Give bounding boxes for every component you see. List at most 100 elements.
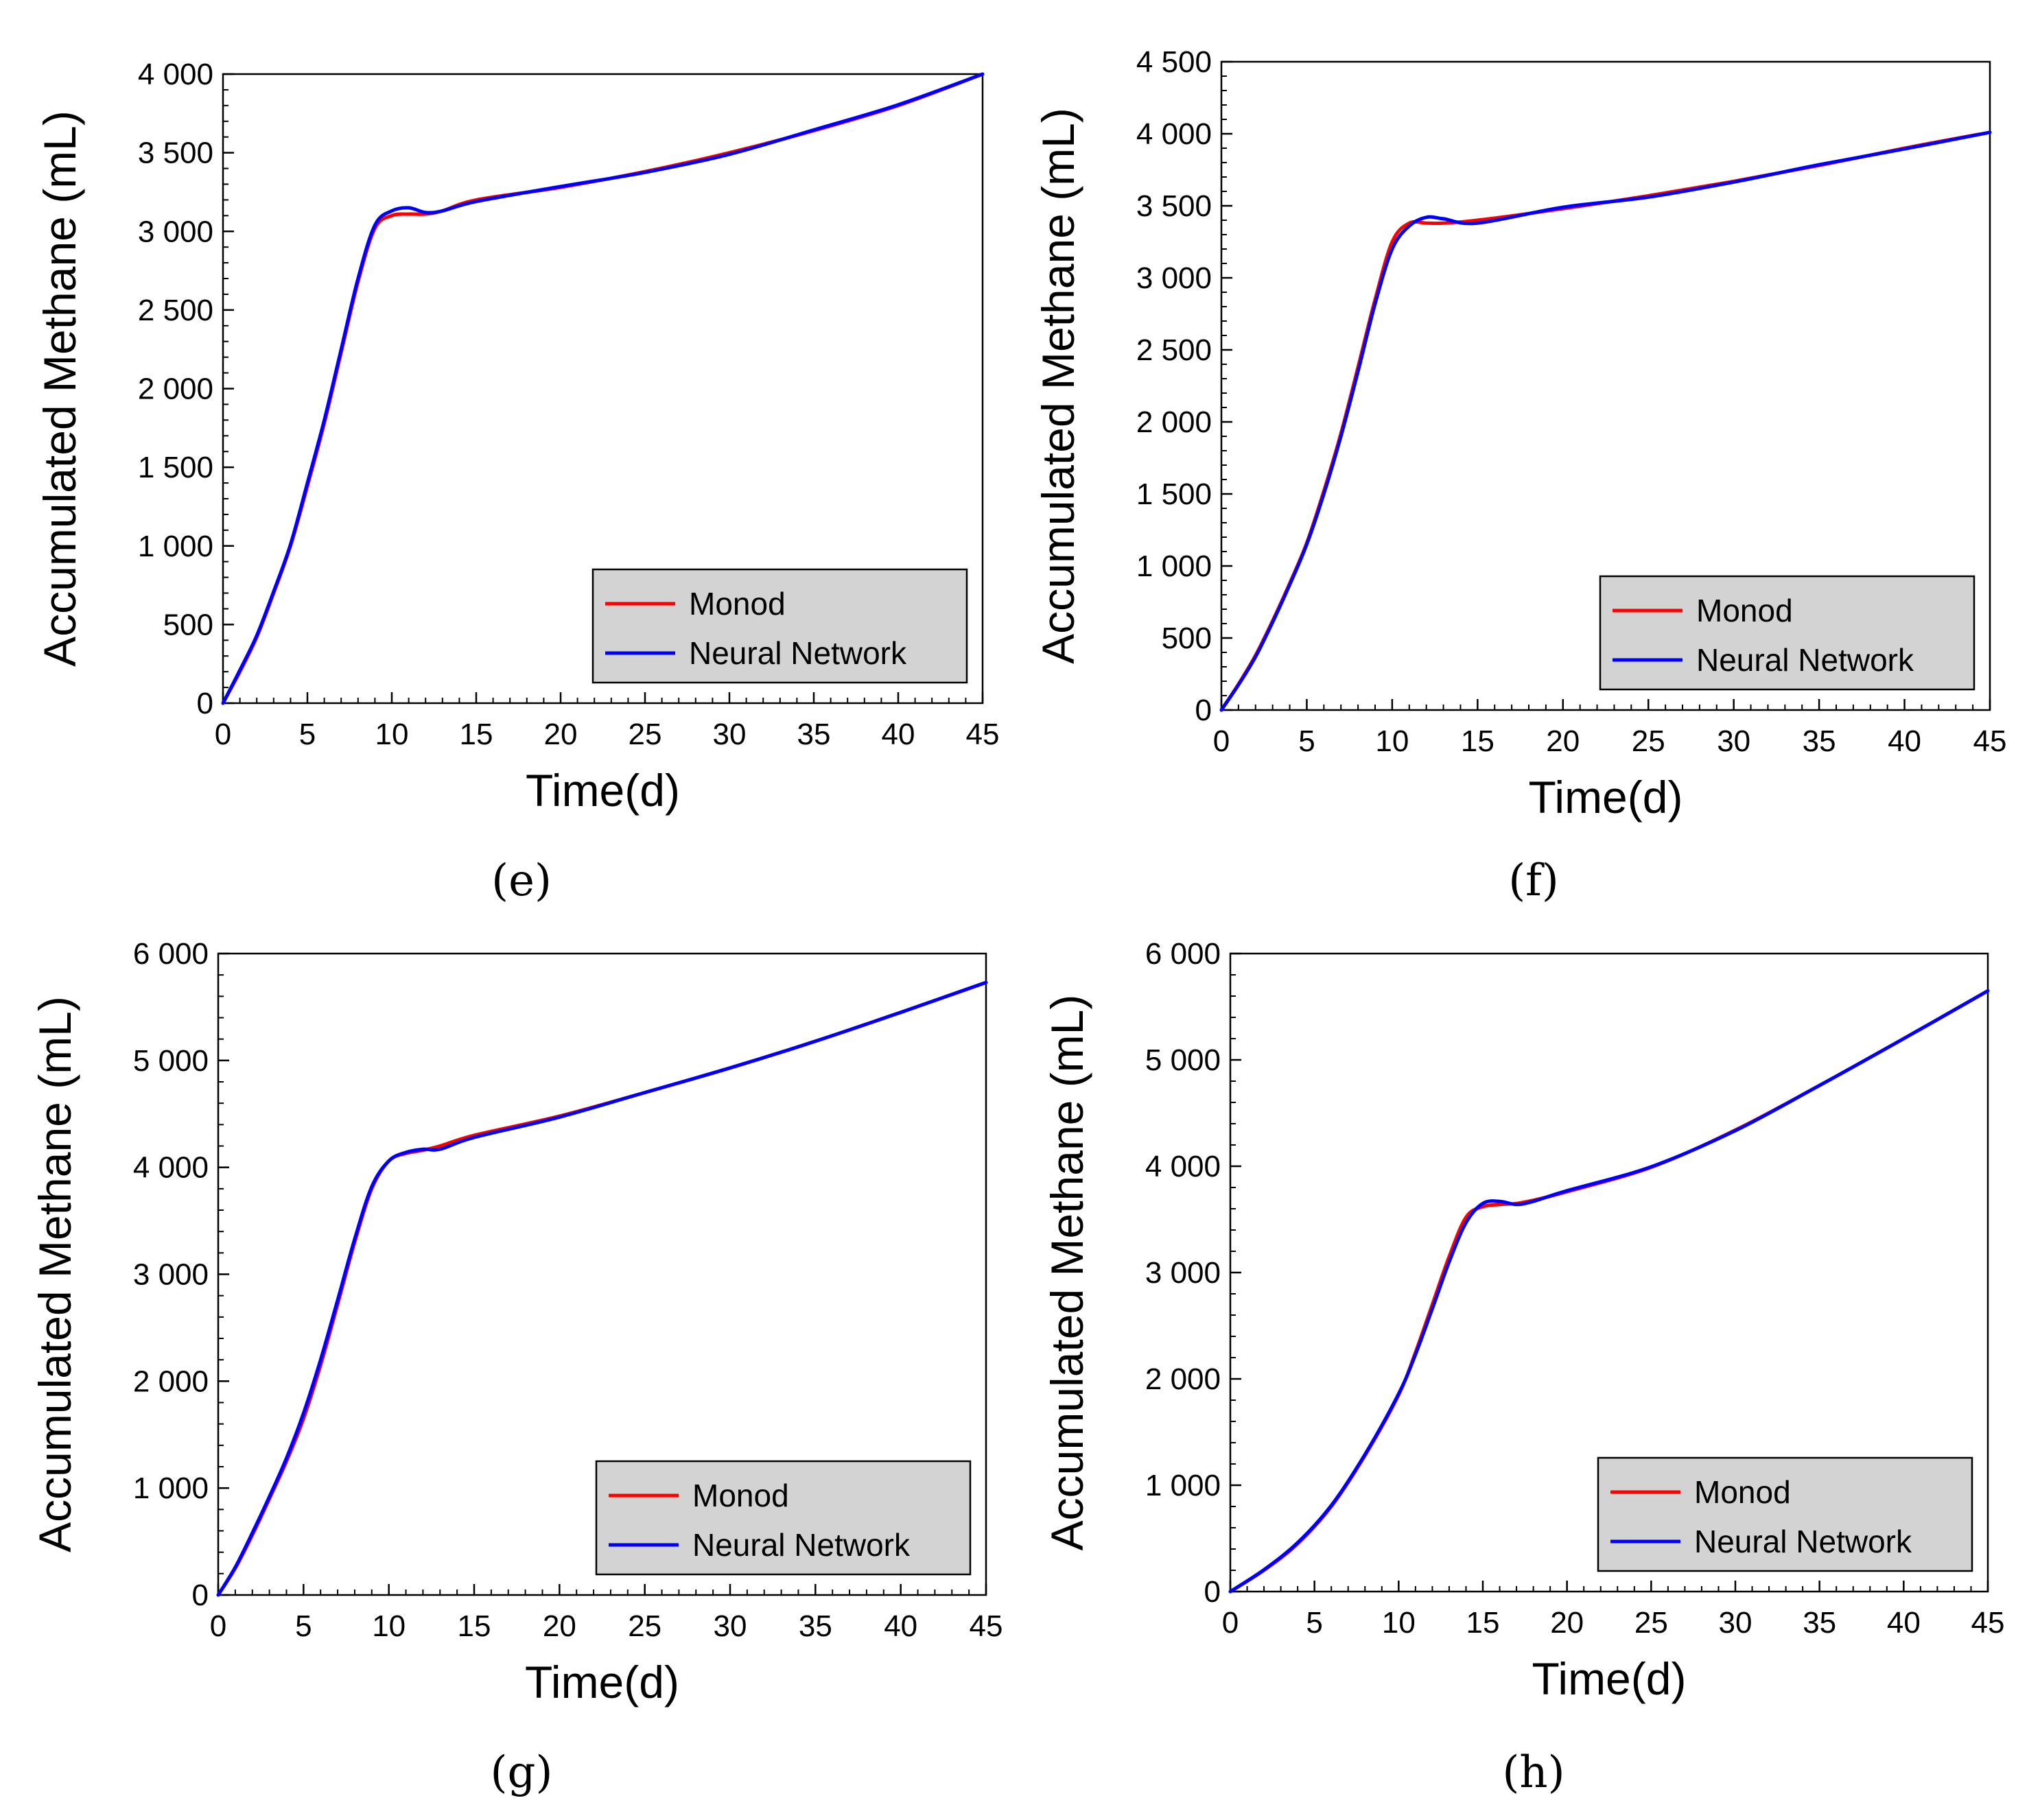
x-tick-label: 30 [1717,724,1750,758]
x-axis-title: Time(d) [526,765,680,816]
x-axis-title: Time(d) [1529,772,1683,823]
y-tick-label: 3 000 [133,1258,209,1292]
y-tick-label: 4 500 [1136,45,1212,79]
x-tick-label: 40 [884,1609,917,1643]
x-tick-label: 35 [799,1609,832,1643]
y-tick-label: 1 500 [1136,477,1212,511]
x-tick-label: 25 [1634,1606,1668,1640]
x-tick-label: 25 [1632,724,1665,758]
y-axis-title: Accumulated Methane (mL) [1033,108,1083,664]
legend: Monod Neural Network [1599,575,1975,691]
legend-label: Monod [692,1478,789,1513]
x-tick-label: 15 [1461,724,1494,758]
plot-frame [1220,60,1991,711]
y-tick-label: 1 500 [138,451,213,484]
legend-label: Neural Network [1696,642,1914,678]
y-tick-label: 2 000 [1145,1362,1221,1396]
series-line-neural-network [1228,989,1990,1594]
y-tick-label: 5 000 [133,1044,209,1078]
panel-caption: (h) [1502,1747,1564,1798]
x-tick-label: 45 [970,1609,1003,1643]
y-tick-label: 0 [197,687,213,720]
y-tick-label: 500 [1162,622,1212,655]
x-tick-label: 30 [713,718,747,751]
legend-label: Neural Network [689,635,907,671]
x-tick-label: 10 [372,1609,406,1643]
y-tick-label: 3 500 [1136,189,1212,223]
x-tick-label: 45 [966,718,1000,751]
y-tick-label: 2 500 [1136,333,1212,367]
y-tick-label: 4 000 [1145,1150,1221,1183]
y-tick-label: 6 000 [133,937,209,971]
series-line-neural-network [221,72,985,705]
x-tick-label: 40 [1887,1606,1921,1640]
y-tick-label: 3 000 [1145,1256,1221,1290]
y-tick-label: 3 000 [138,215,213,248]
y-tick-label: 0 [1195,694,1212,727]
chart-panel-h: 0 5 10 15 20 25 30 35 40 45 0 1 000 2 000 3 000 4 000 5… [1042,937,2004,1798]
legend-box [595,1460,972,1576]
panel-caption: (g) [491,1747,553,1798]
x-tick-label: 35 [1803,724,1836,758]
x-tick-label: 40 [882,718,915,751]
y-tick-label: 4 000 [133,1151,209,1185]
x-tick-label: 20 [544,718,578,751]
y-tick-label: 500 [163,608,213,641]
x-tick-label: 5 [299,718,316,751]
legend: Monod Neural Network [595,1460,972,1576]
y-tick-label: 5 000 [1145,1043,1221,1077]
y-tick-label: 1 000 [1136,549,1212,583]
y-tick-label: 2 000 [138,373,213,406]
legend-box [1599,575,1975,691]
chart-panel-e: 0 5 10 15 20 25 30 35 40 45 0 500 1 000 1 500 2 000 2 5… [34,58,999,906]
y-tick-label: 4 000 [138,58,213,91]
x-tick-label: 10 [1382,1606,1416,1640]
x-tick-label: 20 [543,1609,576,1643]
x-tick-label: 5 [1306,1606,1322,1640]
x-tick-label: 45 [1971,1606,2005,1640]
x-tick-label: 35 [1803,1606,1836,1640]
x-axis-title: Time(d) [525,1657,679,1707]
x-tick-label: 5 [1298,724,1315,758]
series-line-neural-network [1219,130,1992,712]
x-tick-label: 15 [458,1609,491,1643]
legend: Monod Neural Network [591,568,968,684]
y-tick-label: 3 500 [138,137,213,170]
legend-label: Neural Network [1694,1524,1912,1559]
x-tick-label: 35 [797,718,831,751]
panel-caption: (f) [1508,855,1559,906]
x-tick-label: 20 [1546,724,1580,758]
legend-label: Monod [1696,593,1793,628]
x-tick-label: 20 [1550,1606,1584,1640]
series-line-neural-network [216,980,988,1597]
legend-label: Neural Network [692,1527,911,1563]
y-tick-label: 2 000 [1136,405,1212,439]
y-tick-label: 6 000 [1145,937,1221,971]
chart-panel-g: 0 5 10 15 20 25 30 35 40 45 0 1 000 2 000 3 000 4 000 5… [30,937,1003,1798]
y-axis-title: Accumulated Methane (mL) [1042,995,1092,1551]
y-tick-label: 2 500 [138,294,213,327]
x-tick-label: 25 [629,718,662,751]
y-tick-label: 0 [192,1579,209,1612]
legend: Monod Neural Network [1597,1456,1973,1572]
chart-panel-f: 0 5 10 15 20 25 30 35 40 45 0 500 1 000 1 500 2 000 2 5… [1033,45,2006,906]
x-tick-label: 0 [210,1609,226,1643]
y-tick-label: 0 [1204,1575,1221,1609]
x-tick-label: 15 [1466,1606,1500,1640]
y-axis-title: Accumulated Methane (mL) [34,110,85,667]
x-tick-label: 45 [1973,724,2007,758]
x-tick-label: 0 [215,718,231,751]
x-tick-label: 30 [1719,1606,1752,1640]
x-tick-label: 5 [295,1609,312,1643]
x-tick-label: 40 [1888,724,1921,758]
x-tick-label: 0 [1222,1606,1239,1640]
legend-label: Monod [1694,1474,1791,1510]
x-tick-label: 10 [1375,724,1409,758]
x-tick-label: 15 [460,718,493,751]
x-tick-label: 30 [714,1609,747,1643]
legend-box [1597,1456,1973,1572]
y-tick-label: 1 000 [1145,1469,1221,1502]
legend-box [591,568,968,684]
panel-caption: (e) [491,855,552,906]
